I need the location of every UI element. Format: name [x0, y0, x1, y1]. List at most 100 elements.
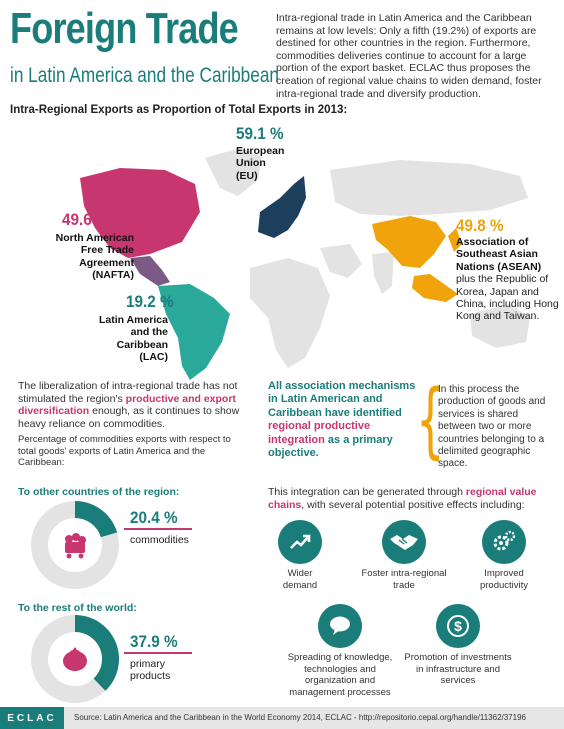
brace-icon: {	[416, 373, 445, 468]
effect-line: in infrastructure and	[416, 663, 500, 675]
pie-label-line: primary	[130, 658, 166, 670]
nafta-label-line: (NAFTA)	[92, 269, 134, 282]
liberalization-text: The liberalization of intra-regional tra…	[18, 380, 252, 430]
effect-wider-demand: Wider demand	[255, 568, 345, 591]
page-title: Foreign Trade	[10, 4, 239, 53]
text-run: This integration can be generated throug…	[268, 486, 466, 498]
pie-title: To other countries of the region:	[18, 486, 180, 498]
pie-divider	[124, 652, 192, 654]
effect-line: Promotion of investments	[404, 652, 512, 663]
eu-label-line: (EU)	[236, 169, 258, 182]
eu-percentage: 59.1 %	[236, 124, 284, 143]
eu-label-line: Union	[236, 157, 266, 170]
pie-slice	[30, 501, 119, 589]
asean-extra-line: plus the Republic of	[456, 273, 549, 286]
eu-label: European Union (EU)	[236, 145, 284, 182]
effect-line: organization and	[304, 675, 376, 687]
australia	[470, 304, 530, 348]
effect-line: management processes	[289, 686, 391, 698]
nafta-label: North American Free Trade Agreement (NAF…	[18, 232, 134, 282]
pie-slice	[30, 615, 106, 703]
commodities-note: Percentage of commodities exports with r…	[18, 434, 231, 469]
effect-promotion-investments: Promotion of investments in infrastructu…	[400, 652, 516, 687]
footer-bar	[0, 707, 564, 729]
effect-line: demand	[282, 579, 318, 591]
highlight-text: productive and export diversification	[18, 392, 236, 418]
nafta-label-line: Agreement	[79, 256, 134, 269]
asean-extra-line: Korea, Japan and	[456, 285, 539, 298]
eu-region	[258, 176, 306, 238]
handshake-icon	[382, 520, 426, 564]
speech-bubble-icon	[318, 604, 362, 648]
asean-label-line: Nations (ASEAN)	[456, 260, 542, 273]
effect-line: services	[440, 675, 476, 687]
pie-chart-region	[30, 501, 119, 589]
pie-label-line: products	[130, 670, 171, 683]
effect-line: Foster intra-regional	[361, 568, 447, 579]
pie-chart-world	[30, 615, 119, 703]
lac-label-line: Caribbean	[116, 338, 168, 351]
nafta-region	[80, 168, 200, 258]
text-run: , with several potential positive effect…	[301, 498, 525, 511]
asean-label: Association of Southeast Asian Nations (…	[456, 236, 562, 323]
effect-spreading-knowledge: Spreading of knowledge, technologies and…	[280, 652, 400, 698]
value-chains-intro: This integration can be generated throug…	[268, 486, 558, 511]
effect-line: technologies and	[304, 663, 376, 675]
text-run: All association mechanisms in Latin Amer…	[268, 380, 416, 419]
asean-extra-line: China, including Hong	[456, 298, 559, 311]
effect-line: Improved	[484, 568, 524, 579]
lac-percentage: 19.2 %	[126, 292, 174, 311]
commodities-icon	[65, 533, 86, 559]
effect-line: Spreading of knowledge,	[287, 652, 393, 663]
lac-label-line: and the	[130, 326, 168, 339]
chart-up-icon	[278, 520, 322, 564]
pie-value: 37.9 %	[130, 632, 178, 651]
russia	[330, 160, 528, 216]
intro-paragraph: Intra-regional trade in Latin America an…	[276, 12, 542, 100]
land-masses	[205, 148, 530, 368]
pie-title: To the rest of the world:	[18, 602, 137, 614]
africa	[250, 258, 330, 368]
effect-foster-trade: Foster intra-regional trade	[349, 568, 459, 591]
asean-label-line: Association of	[456, 236, 529, 248]
pie-label: primary products	[130, 658, 170, 683]
lac-region	[158, 284, 230, 380]
text-run: enough, as it continues to show heavy re…	[18, 405, 240, 430]
effect-line: productivity	[479, 579, 529, 591]
pie-label: commodities	[130, 534, 189, 546]
effect-line: Wider	[287, 568, 313, 579]
map-heading: Intra-Regional Exports as Proportion of …	[10, 104, 348, 116]
pie-slice	[75, 615, 119, 691]
middle-east	[320, 244, 362, 278]
process-text: In this process the production of goods …	[438, 384, 546, 470]
lac-label-line: (LAC)	[139, 351, 168, 364]
greenland	[205, 148, 262, 196]
world-map	[80, 148, 530, 380]
nafta-percentage: 49.6 %	[62, 210, 110, 229]
page-subtitle: in Latin America and the Caribbean	[10, 64, 279, 87]
text-run: The liberalization of intra-regional tra…	[18, 380, 238, 405]
pie-value: 20.4 %	[130, 508, 178, 527]
pie-divider	[124, 528, 192, 530]
lac-label-line: Latin America	[98, 314, 168, 326]
asean-extra-line: Kong and Taiwan.	[456, 310, 540, 323]
dollar-icon: $	[436, 604, 480, 648]
lac-label: Latin America and the Caribbean (LAC)	[88, 314, 168, 364]
eclac-logo: ECLAC	[0, 707, 64, 729]
source-citation: Source: Latin America and the Caribbean …	[74, 713, 526, 722]
highlight-text: regional value chains	[268, 486, 537, 511]
highlight-text: regional productive integration	[268, 420, 371, 446]
effect-line: trade	[393, 579, 415, 591]
asean-region	[372, 216, 462, 302]
pie-slice	[75, 501, 118, 538]
asean-label-line: Southeast Asian	[456, 248, 538, 261]
tomato-icon	[63, 647, 87, 671]
asean-percentage: 49.8 %	[456, 216, 504, 235]
eu-label-line: European	[236, 145, 285, 157]
nafta-label-line: Free Trade	[80, 244, 134, 257]
nafta-label-line: North American	[55, 232, 134, 244]
gears-icon	[482, 520, 526, 564]
text-run: as a primary objective.	[268, 433, 393, 460]
india	[372, 252, 394, 294]
central-america	[130, 256, 170, 286]
